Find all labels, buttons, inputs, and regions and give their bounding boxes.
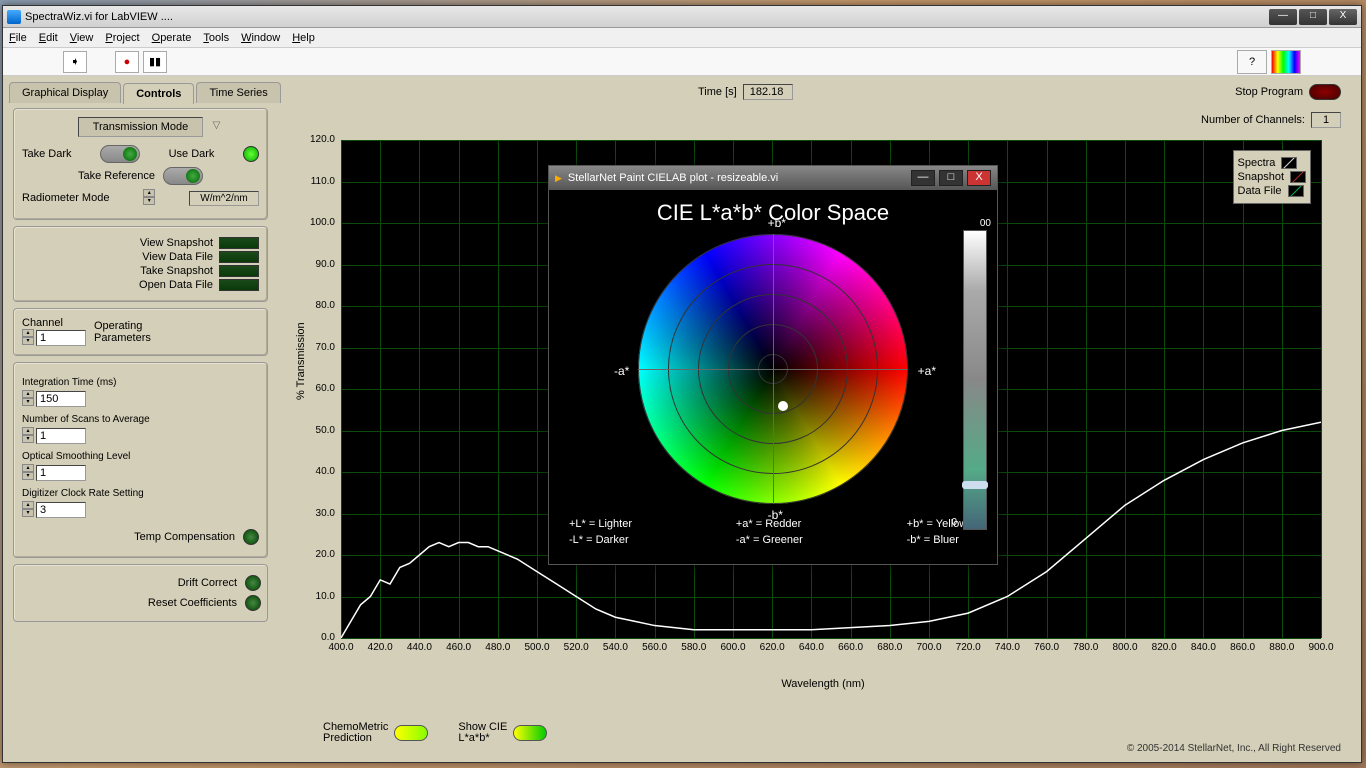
- integration-time-label: Integration Time (ms): [22, 377, 259, 388]
- tab-controls[interactable]: Controls: [123, 83, 194, 104]
- channels-value: 1: [1311, 112, 1341, 128]
- radiometer-spin[interactable]: ▴▾: [143, 189, 155, 207]
- chemometric-toggle[interactable]: [394, 725, 428, 741]
- take-dark-toggle[interactable]: [100, 145, 140, 163]
- view-snapshot-label: View Snapshot: [140, 237, 213, 249]
- popup-maximize[interactable]: □: [939, 170, 963, 186]
- popup-title: StellarNet Paint CIELAB plot - resizeabl…: [568, 172, 778, 184]
- radiometer-label: Radiometer Mode: [22, 192, 109, 204]
- sidebar: Transmission Mode Take Dark Use Dark Tak…: [13, 108, 268, 622]
- scans-spin[interactable]: ▴▾: [22, 427, 34, 445]
- channel-label: Channel: [22, 317, 86, 329]
- take-reference-label: Take Reference: [78, 170, 155, 182]
- tab-graphical-display[interactable]: Graphical Display: [9, 82, 121, 103]
- show-cie-toggle[interactable]: [513, 725, 547, 741]
- time-label: Time [s]: [698, 86, 737, 98]
- take-dark-label: Take Dark: [22, 148, 72, 160]
- operating-params-label: OperatingParameters: [94, 320, 151, 344]
- x-axis-label: Wavelength (nm): [781, 678, 864, 690]
- use-dark-label: Use Dark: [169, 148, 215, 160]
- lbar-top: 00: [980, 218, 991, 229]
- legend-spectra[interactable]: Spectra: [1238, 157, 1276, 169]
- menu-edit[interactable]: Edit: [39, 32, 58, 44]
- view-datafile-button[interactable]: [219, 251, 259, 263]
- reset-coeff-label: Reset Coefficients: [148, 597, 237, 609]
- integration-spin[interactable]: ▴▾: [22, 390, 34, 408]
- chart-legend: Spectra Snapshot Data File: [1233, 150, 1311, 204]
- stop-program-label: Stop Program: [1235, 86, 1303, 98]
- close-button[interactable]: X: [1329, 9, 1357, 25]
- legend-datafile[interactable]: Data File: [1238, 185, 1282, 197]
- smoothing-spin[interactable]: ▴▾: [22, 464, 34, 482]
- smoothing-label: Optical Smoothing Level: [22, 451, 259, 462]
- cielab-popup[interactable]: StellarNet Paint CIELAB plot - resizeabl…: [548, 165, 998, 565]
- menu-help[interactable]: Help: [292, 32, 315, 44]
- cie-b2: -b* = Bluer: [907, 534, 959, 546]
- clock-spin[interactable]: ▴▾: [22, 501, 34, 519]
- channels-label: Number of Channels:: [1201, 114, 1305, 126]
- menubar: File Edit View Project Operate Tools Win…: [3, 28, 1361, 48]
- cie-L2: -L* = Darker: [569, 534, 629, 546]
- clock-input[interactable]: 3: [36, 502, 86, 518]
- time-value: 182.18: [743, 84, 793, 100]
- menu-tools[interactable]: Tools: [203, 32, 229, 44]
- reset-led[interactable]: [245, 595, 261, 611]
- use-dark-led[interactable]: [243, 146, 259, 162]
- popup-close[interactable]: X: [967, 170, 991, 186]
- menu-operate[interactable]: Operate: [152, 32, 192, 44]
- titlebar[interactable]: SpectraWiz.vi for LabVIEW .... — □ X: [3, 6, 1361, 28]
- channel-spin[interactable]: ▴▾: [22, 329, 34, 347]
- drift-correct-label: Drift Correct: [178, 577, 237, 589]
- temp-comp-label: Temp Compensation: [134, 531, 235, 543]
- open-datafile-label: Open Data File: [139, 279, 213, 291]
- popup-titlebar[interactable]: StellarNet Paint CIELAB plot - resizeabl…: [549, 166, 997, 190]
- minimize-button[interactable]: —: [1269, 9, 1297, 25]
- take-reference-toggle[interactable]: [163, 167, 203, 185]
- axis-na: -a*: [614, 364, 629, 378]
- run-button[interactable]: ➧: [63, 51, 87, 73]
- axis-pb: +b*: [768, 216, 786, 230]
- drift-led[interactable]: [245, 575, 261, 591]
- menu-view[interactable]: View: [70, 32, 94, 44]
- smoothing-input[interactable]: 1: [36, 465, 86, 481]
- axis-nb: -b*: [768, 508, 783, 522]
- toolbar: ➧ ● ▮▮ ?: [3, 48, 1361, 76]
- color-wheel: +a* -a* +b* -b*: [638, 234, 908, 504]
- tab-time-series[interactable]: Time Series: [196, 82, 280, 103]
- spectrum-icon[interactable]: [1271, 50, 1301, 74]
- clock-label: Digitizer Clock Rate Setting: [22, 488, 259, 499]
- cie-a2: -a* = Greener: [736, 534, 803, 546]
- scans-input[interactable]: 1: [36, 428, 86, 444]
- maximize-button[interactable]: □: [1299, 9, 1327, 25]
- stop-program-button[interactable]: [1309, 84, 1341, 100]
- radiometer-unit: W/m^2/nm: [189, 191, 259, 206]
- open-datafile-button[interactable]: [219, 279, 259, 291]
- temp-comp-led[interactable]: [243, 529, 259, 545]
- integration-input[interactable]: 150: [36, 391, 86, 407]
- lbar-bot: 0: [951, 517, 957, 528]
- show-cie-label: Show CIEL*a*b*: [458, 722, 507, 744]
- lightness-bar[interactable]: [963, 230, 987, 530]
- popup-minimize[interactable]: —: [911, 170, 935, 186]
- view-datafile-label: View Data File: [142, 251, 213, 263]
- take-snapshot-label: Take Snapshot: [140, 265, 213, 277]
- channel-input[interactable]: 1: [36, 330, 86, 346]
- menu-project[interactable]: Project: [105, 32, 139, 44]
- mode-select[interactable]: Transmission Mode: [78, 117, 204, 137]
- menu-file[interactable]: File: [9, 32, 27, 44]
- scans-label: Number of Scans to Average: [22, 414, 259, 425]
- view-snapshot-button[interactable]: [219, 237, 259, 249]
- axis-pa: +a*: [918, 364, 936, 378]
- legend-snapshot[interactable]: Snapshot: [1238, 171, 1284, 183]
- pause-button[interactable]: ▮▮: [143, 51, 167, 73]
- copyright: © 2005-2014 StellarNet, Inc., All Right …: [1127, 743, 1341, 754]
- record-button[interactable]: ●: [115, 51, 139, 73]
- window-title: SpectraWiz.vi for LabVIEW ....: [25, 11, 173, 23]
- chemometric-label: ChemoMetricPrediction: [323, 722, 388, 744]
- menu-window[interactable]: Window: [241, 32, 280, 44]
- help-icon[interactable]: ?: [1237, 50, 1267, 74]
- time-display: Time [s] 182.18: [698, 84, 793, 100]
- cie-L1: +L* = Lighter: [569, 518, 632, 530]
- take-snapshot-button[interactable]: [219, 265, 259, 277]
